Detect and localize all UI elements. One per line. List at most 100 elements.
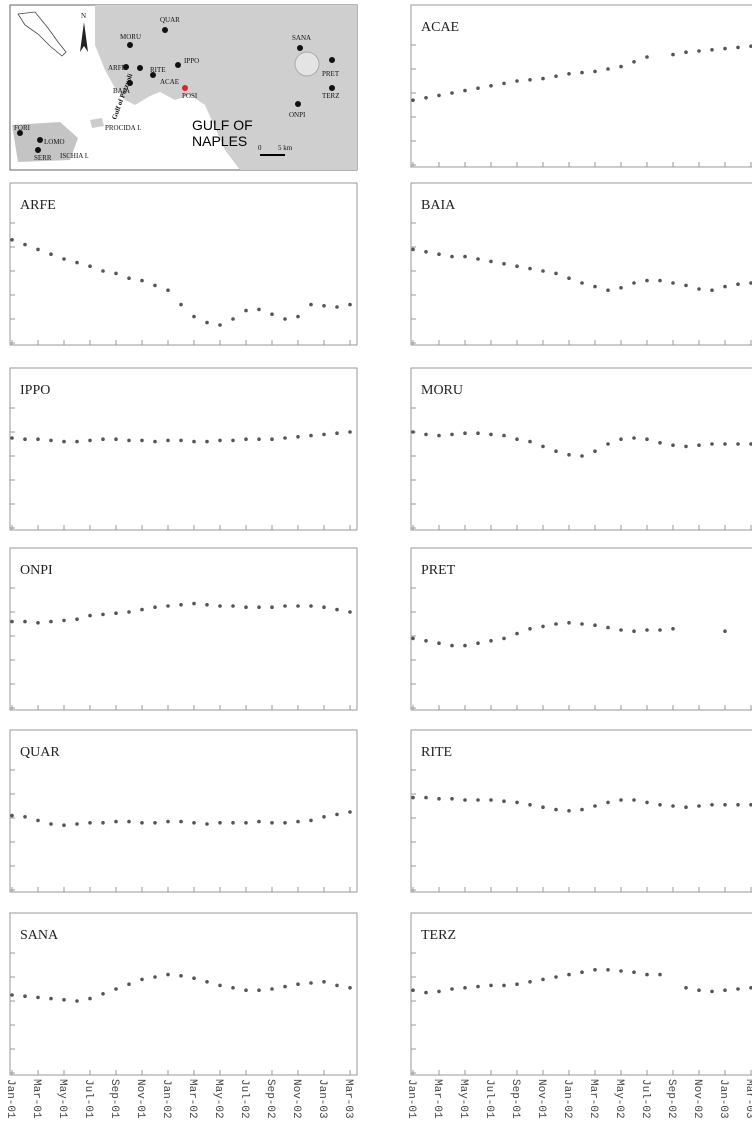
data-point [140,607,144,612]
x-tick-label: Nov-02 [290,1079,302,1119]
panel-frame [9,547,358,711]
data-point [606,288,610,293]
scale-label: 5 km [278,144,293,152]
x-tick-label: Nov-01 [535,1079,547,1119]
data-point [697,443,701,448]
data-point [554,622,558,626]
data-point [36,621,40,625]
station-dot [17,130,23,136]
data-point [580,281,584,285]
data-point [114,819,118,824]
data-point [450,643,454,648]
data-point [192,976,196,980]
data-point [528,78,532,82]
data-point [671,281,675,285]
data-point [36,995,40,1000]
station-label: MORU [120,33,141,41]
north-arrow [80,22,88,52]
data-point [645,628,649,632]
data-point [348,430,352,434]
gulf-label: NAPLES [192,133,247,149]
station-label: TERZ [322,92,340,100]
station-label: LOMO [44,138,65,146]
data-point [309,818,313,823]
panel-frame [9,912,358,1076]
data-point [153,975,157,979]
data-point [296,604,300,608]
data-point [671,443,675,448]
data-point [528,980,532,984]
data-point [632,60,636,64]
data-point [671,52,675,57]
x-tick-label: May-01 [457,1079,469,1119]
station-dot [123,64,129,70]
panel-title: TERZ [421,928,456,943]
data-point [75,260,79,265]
data-point [101,269,105,273]
data-point [88,613,92,618]
data-point [335,607,339,612]
data-point [127,819,131,824]
panel: ACAE [410,4,752,168]
x-tick-label: Nov-01 [134,1079,146,1119]
data-point [166,972,170,977]
x-tick-label: May-01 [56,1079,68,1119]
data-point [296,435,300,439]
data-point [593,804,597,808]
data-point [619,64,623,69]
data-point [684,986,688,990]
data-point [528,439,532,444]
panel-title: IPPO [20,383,50,398]
data-point [684,283,688,288]
data-point [476,798,480,802]
station-label: BAIA [113,87,130,95]
data-point [335,812,339,817]
data-point [10,238,14,242]
data-point [437,797,441,801]
data-point [437,989,441,994]
data-point [476,86,480,90]
data-point [528,627,532,631]
station-label: ARFE [108,64,126,72]
data-point [632,281,636,285]
data-point [515,800,519,805]
data-point [489,432,493,437]
data-point [424,250,428,254]
data-point [166,288,170,293]
data-point [179,302,183,307]
panel: QUAR [9,729,358,893]
data-point [231,604,235,608]
panel-title: PRET [421,563,456,578]
data-point [619,969,623,973]
data-point [322,304,326,308]
data-point [335,983,339,988]
data-point [606,800,610,805]
data-point [348,986,352,990]
data-point [257,437,261,442]
data-point [244,437,248,442]
data-point [270,312,274,317]
data-point [476,641,480,645]
data-point [244,988,248,992]
data-point [541,269,545,273]
data-point [296,819,300,824]
data-point [658,441,662,445]
data-point [489,84,493,88]
data-point [140,438,144,443]
data-point [749,803,752,807]
station-dot [182,85,188,91]
data-point [606,442,610,446]
data-point [515,79,519,83]
x-tick-label: Jul-02 [238,1079,250,1119]
station-dot [35,147,41,153]
data-point [257,988,261,992]
data-point [749,986,752,990]
data-point [411,98,415,102]
data-point [567,276,571,281]
data-point [411,636,415,641]
data-point [593,623,597,627]
data-point [62,998,66,1002]
data-point [541,624,545,629]
data-point [114,437,118,442]
data-point [736,803,740,807]
